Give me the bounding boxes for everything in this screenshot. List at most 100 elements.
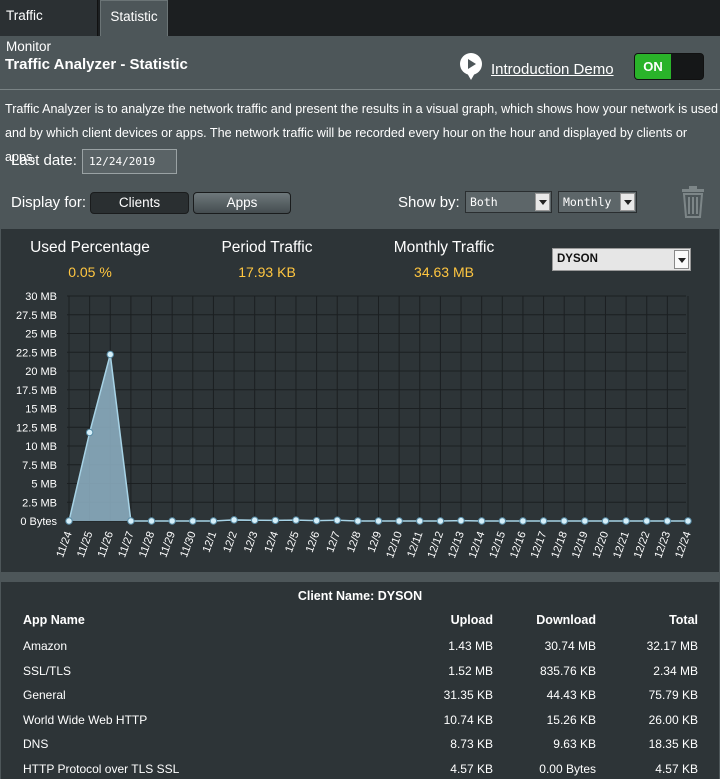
table-cell: 75.79 KB: [648, 688, 698, 702]
page-title: Traffic Analyzer - Statistic: [5, 56, 188, 73]
data-point: [477, 517, 486, 525]
data-point: [312, 516, 321, 525]
y-tick-label: 20 MB: [25, 366, 57, 378]
x-tick-label: 12/14: [467, 530, 488, 560]
y-tick-label: 27.5 MB: [16, 310, 57, 322]
table-cell: 31.35 KB: [443, 688, 493, 702]
divider: [0, 89, 720, 90]
data-point: [230, 516, 238, 524]
table-cell: 0.00 Bytes: [539, 761, 596, 776]
x-tick-label: 12/17: [529, 530, 550, 560]
table-cell: 15.26 KB: [546, 712, 596, 727]
period-value: Monthly: [563, 195, 612, 209]
x-tick-label: 12/21: [611, 530, 632, 560]
period-select[interactable]: Monthly: [558, 191, 637, 213]
x-tick-label: 12/1: [201, 530, 220, 554]
x-tick-label: 12/19: [570, 530, 591, 560]
x-tick-label: 12/22: [632, 530, 653, 560]
y-tick-label: 22.5 MB: [16, 347, 57, 359]
data-point: [684, 517, 692, 525]
monthly-traffic-value: 34.63 MB: [414, 264, 474, 280]
data-point: [436, 517, 445, 525]
x-tick-label: 12/15: [487, 530, 508, 560]
x-tick-label: 12/4: [263, 530, 282, 554]
x-tick-label: 11/24: [54, 530, 74, 559]
data-point: [395, 517, 403, 525]
table-cell: 8.73 KB: [450, 737, 493, 751]
x-tick-label: 12/13: [446, 530, 467, 560]
x-tick-label: 12/2: [221, 530, 240, 554]
data-point: [539, 517, 548, 525]
x-tick-label: 12/3: [242, 530, 261, 554]
table-caption: Client Name: DYSON: [297, 589, 423, 603]
table-cell: 4.57 KB: [450, 761, 493, 776]
x-tick-label: 11/26: [96, 530, 116, 559]
x-tick-label: 12/23: [652, 530, 673, 560]
data-point: [147, 517, 156, 525]
column-header-upload: Upload: [450, 613, 493, 627]
x-tick-label: 12/7: [324, 530, 343, 554]
x-tick-label: 12/6: [304, 530, 323, 554]
table-cell: 32.17 MB: [646, 639, 698, 653]
x-tick-label: 12/9: [366, 530, 385, 554]
data-point: [601, 517, 610, 525]
traffic-chart: 0 Bytes 2.5 MB 5 MB 7.5 MB 10 MB 12.5 MB 15 MB…: [16, 291, 694, 560]
display-for-label: Display for:: [11, 194, 87, 211]
column-header-total: Total: [669, 613, 698, 627]
data-point: [333, 516, 341, 524]
description-text: Traffic Analyzer is to analyze the netwo…: [5, 102, 719, 164]
data-point: [127, 517, 135, 525]
show-by-label: Show by:: [398, 194, 460, 211]
x-tick-label: 11/28: [137, 530, 157, 559]
y-tick-label: 12.5 MB: [16, 422, 57, 434]
traffic-analyzer-toggle[interactable]: ON: [634, 53, 704, 80]
data-point: [65, 517, 73, 525]
x-tick-label: 11/27: [116, 530, 136, 559]
last-date-input[interactable]: 12/24/2019: [82, 149, 177, 174]
column-header-download: Download: [536, 613, 596, 627]
used-percentage-label: Used Percentage: [30, 239, 150, 256]
table-panel: [1, 582, 719, 779]
show-by-select[interactable]: Both: [465, 191, 552, 213]
client-select-value: DYSON: [557, 253, 598, 265]
table-cell: 9.63 KB: [553, 737, 596, 751]
client-select[interactable]: DYSON: [552, 248, 691, 271]
data-point: [416, 517, 424, 525]
table-row-app-name: General: [23, 688, 66, 702]
y-tick-label: 10 MB: [25, 441, 57, 453]
apps-button[interactable]: Apps: [193, 192, 291, 214]
trash-icon[interactable]: [680, 185, 706, 218]
data-point: [519, 517, 527, 525]
table-cell: 18.35 KB: [648, 737, 698, 751]
tab-bar: Traffic Monitor Statistic: [0, 0, 720, 54]
table-cell: 2.34 MB: [653, 663, 698, 678]
x-tick-label: 12/20: [591, 530, 612, 560]
data-point: [457, 516, 465, 525]
table-cell: 30.74 MB: [544, 639, 596, 653]
data-point: [292, 516, 300, 524]
x-tick-label: 12/16: [508, 530, 529, 560]
x-tick-label: 12/24: [673, 530, 694, 560]
table-row-app-name: SSL/TLS: [23, 663, 72, 678]
data-point: [85, 428, 94, 437]
column-header-app-name: App Name: [23, 613, 85, 627]
y-tick-label: 5 MB: [31, 479, 57, 491]
x-tick-label: 12/5: [283, 530, 302, 554]
x-tick-label: 12/18: [549, 530, 570, 560]
table-row-app-name: World Wide Web HTTP: [23, 712, 148, 727]
data-point: [663, 517, 672, 525]
table-cell: 10.74 KB: [443, 712, 493, 727]
x-tick-label: 12/12: [426, 530, 447, 560]
data-point: [354, 517, 362, 525]
clients-button[interactable]: Clients: [90, 192, 189, 214]
data-point: [498, 517, 506, 525]
x-tick-label: 11/25: [75, 530, 95, 559]
data-point: [581, 517, 589, 525]
play-demo-icon[interactable]: [459, 53, 483, 81]
data-point: [209, 517, 218, 525]
y-tick-label: 2.5 MB: [22, 497, 57, 509]
table-row-app-name: Amazon: [23, 639, 68, 653]
tab-statistic[interactable]: Statistic: [100, 0, 168, 36]
tab-traffic-monitor[interactable]: Traffic Monitor: [0, 0, 98, 54]
introduction-demo-link[interactable]: Introduction Demo: [491, 61, 614, 78]
